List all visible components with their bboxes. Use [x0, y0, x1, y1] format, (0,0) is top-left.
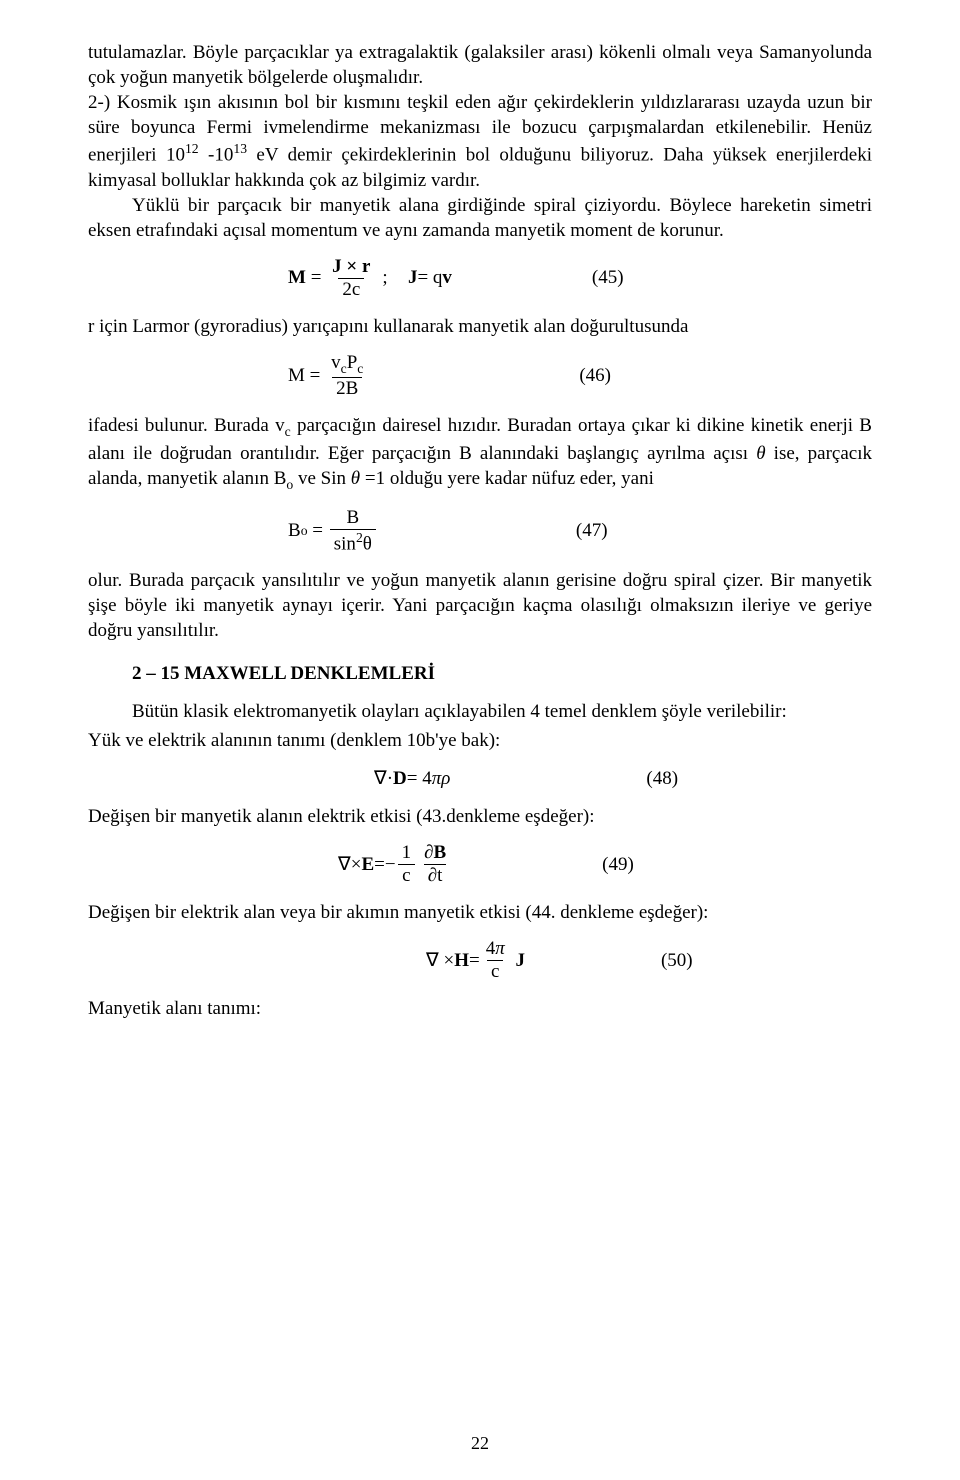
eq45-rhs-eq: = q	[417, 267, 442, 289]
paragraph-5: ifadesi bulunur. Burada vc parçacığın da…	[88, 413, 872, 494]
paragraph-7-line2: Yük ve elektrik alanının tanımı (denklem…	[88, 728, 872, 753]
equation-49: ∇×E = − 1 c ∂B ∂t (49)	[88, 843, 872, 886]
eq47-den-sup: 2	[356, 530, 363, 545]
paragraph-10: Manyetik alanı tanımı:	[88, 996, 872, 1021]
eq45-rhs-l: J	[408, 267, 418, 289]
eq46-number: (46)	[579, 365, 611, 387]
eq50-eq: =	[469, 950, 480, 972]
p2-b: -10	[199, 145, 234, 166]
paragraph-3: Yüklü bir parçacık bir manyetik alana gi…	[88, 193, 872, 243]
eq48-D: D	[393, 768, 407, 790]
eq45-lhs: M	[288, 267, 306, 289]
eq48-number: (48)	[646, 768, 678, 790]
eq46-num-b: P	[347, 352, 358, 373]
eq49-minus: −	[385, 854, 396, 876]
page-number: 22	[0, 1433, 960, 1454]
equation-46: M = vcPc 2B (46)	[88, 353, 872, 399]
eq48-nabla: ∇·	[374, 767, 393, 790]
eq50-den: c	[487, 960, 503, 982]
paragraph-7-line1: Bütün klasik elektromanyetik olayları aç…	[88, 699, 872, 724]
eq48-rho: ρ	[441, 768, 450, 790]
exp-12: 12	[185, 141, 199, 156]
eq50-nabla: ∇ ×	[426, 949, 454, 972]
equation-48: ∇·D = 4πρ (48)	[88, 767, 872, 790]
eq47-lhs-sub: o	[301, 523, 308, 539]
eq50-J: J	[515, 950, 525, 972]
eq45-number: (45)	[592, 267, 624, 289]
eq45-sep: ;	[382, 267, 387, 289]
exp-13: 13	[233, 141, 247, 156]
eq49-E: E	[361, 854, 374, 876]
paragraph-2: 2-) Kosmik ışın akısının bol bir kısmını…	[88, 90, 872, 193]
eq49-f1-den: c	[398, 864, 414, 886]
equation-47: Bo = B sin2θ (47)	[88, 508, 872, 554]
p5-theta1: θ	[756, 443, 765, 464]
eq47-num: B	[342, 508, 363, 529]
p5-d: ve Sin	[293, 468, 351, 489]
paragraph-1: tutulamazlar. Böyle parçacıklar ya extra…	[88, 40, 872, 90]
eq49-f2-den: ∂t	[424, 864, 447, 886]
eq45-rhs-v: v	[442, 267, 452, 289]
eq46-lhs: M	[288, 365, 305, 387]
paragraph-4: r için Larmor (gyroradius) yarıçapını ku…	[88, 314, 872, 339]
eq46-num-sub-b: c	[357, 361, 363, 376]
eq49-B: B	[433, 842, 446, 863]
eq45-den: 2c	[338, 278, 364, 300]
eq48-eq: = 4	[407, 768, 432, 790]
eq47-number: (47)	[576, 520, 608, 542]
eq50-H: H	[454, 950, 469, 972]
p5-theta2: θ	[351, 468, 360, 489]
p5-e: =1 olduğu yere kadar nüfuz eder, yani	[360, 468, 654, 489]
eq47-den-b: θ	[363, 533, 372, 554]
eq50-pi: π	[495, 938, 505, 959]
paragraph-6: olur. Burada parçacık yansılıtılır ve yo…	[88, 568, 872, 643]
equation-45: M = J × r 2c ; J = qv (45)	[88, 257, 872, 300]
p5-a: ifadesi bulunur. Burada v	[88, 415, 285, 436]
eq50-num-a: 4	[486, 938, 496, 959]
eq49-number: (49)	[602, 854, 634, 876]
eq46-den: 2B	[332, 377, 362, 399]
eq46-num-a: v	[331, 352, 341, 373]
eq49-f1-num: 1	[398, 843, 416, 864]
eq48-pi: π	[432, 768, 442, 790]
eq50-number: (50)	[661, 950, 693, 972]
eq45-num: J × r	[332, 256, 370, 277]
eq47-den-a: sin	[334, 533, 356, 554]
equation-50: ∇ × H = 4π c J (50)	[88, 939, 872, 982]
paragraph-9: Değişen bir elektrik alan veya bir akımı…	[88, 900, 872, 925]
eq47-lhs-a: B	[288, 520, 301, 542]
paragraph-8: Değişen bir manyetik alanın elektrik etk…	[88, 804, 872, 829]
eq49-nabla: ∇×	[338, 853, 361, 876]
section-heading: 2 – 15 MAXWELL DENKLEMLERİ	[132, 663, 872, 685]
eq49-eq: =	[374, 854, 385, 876]
